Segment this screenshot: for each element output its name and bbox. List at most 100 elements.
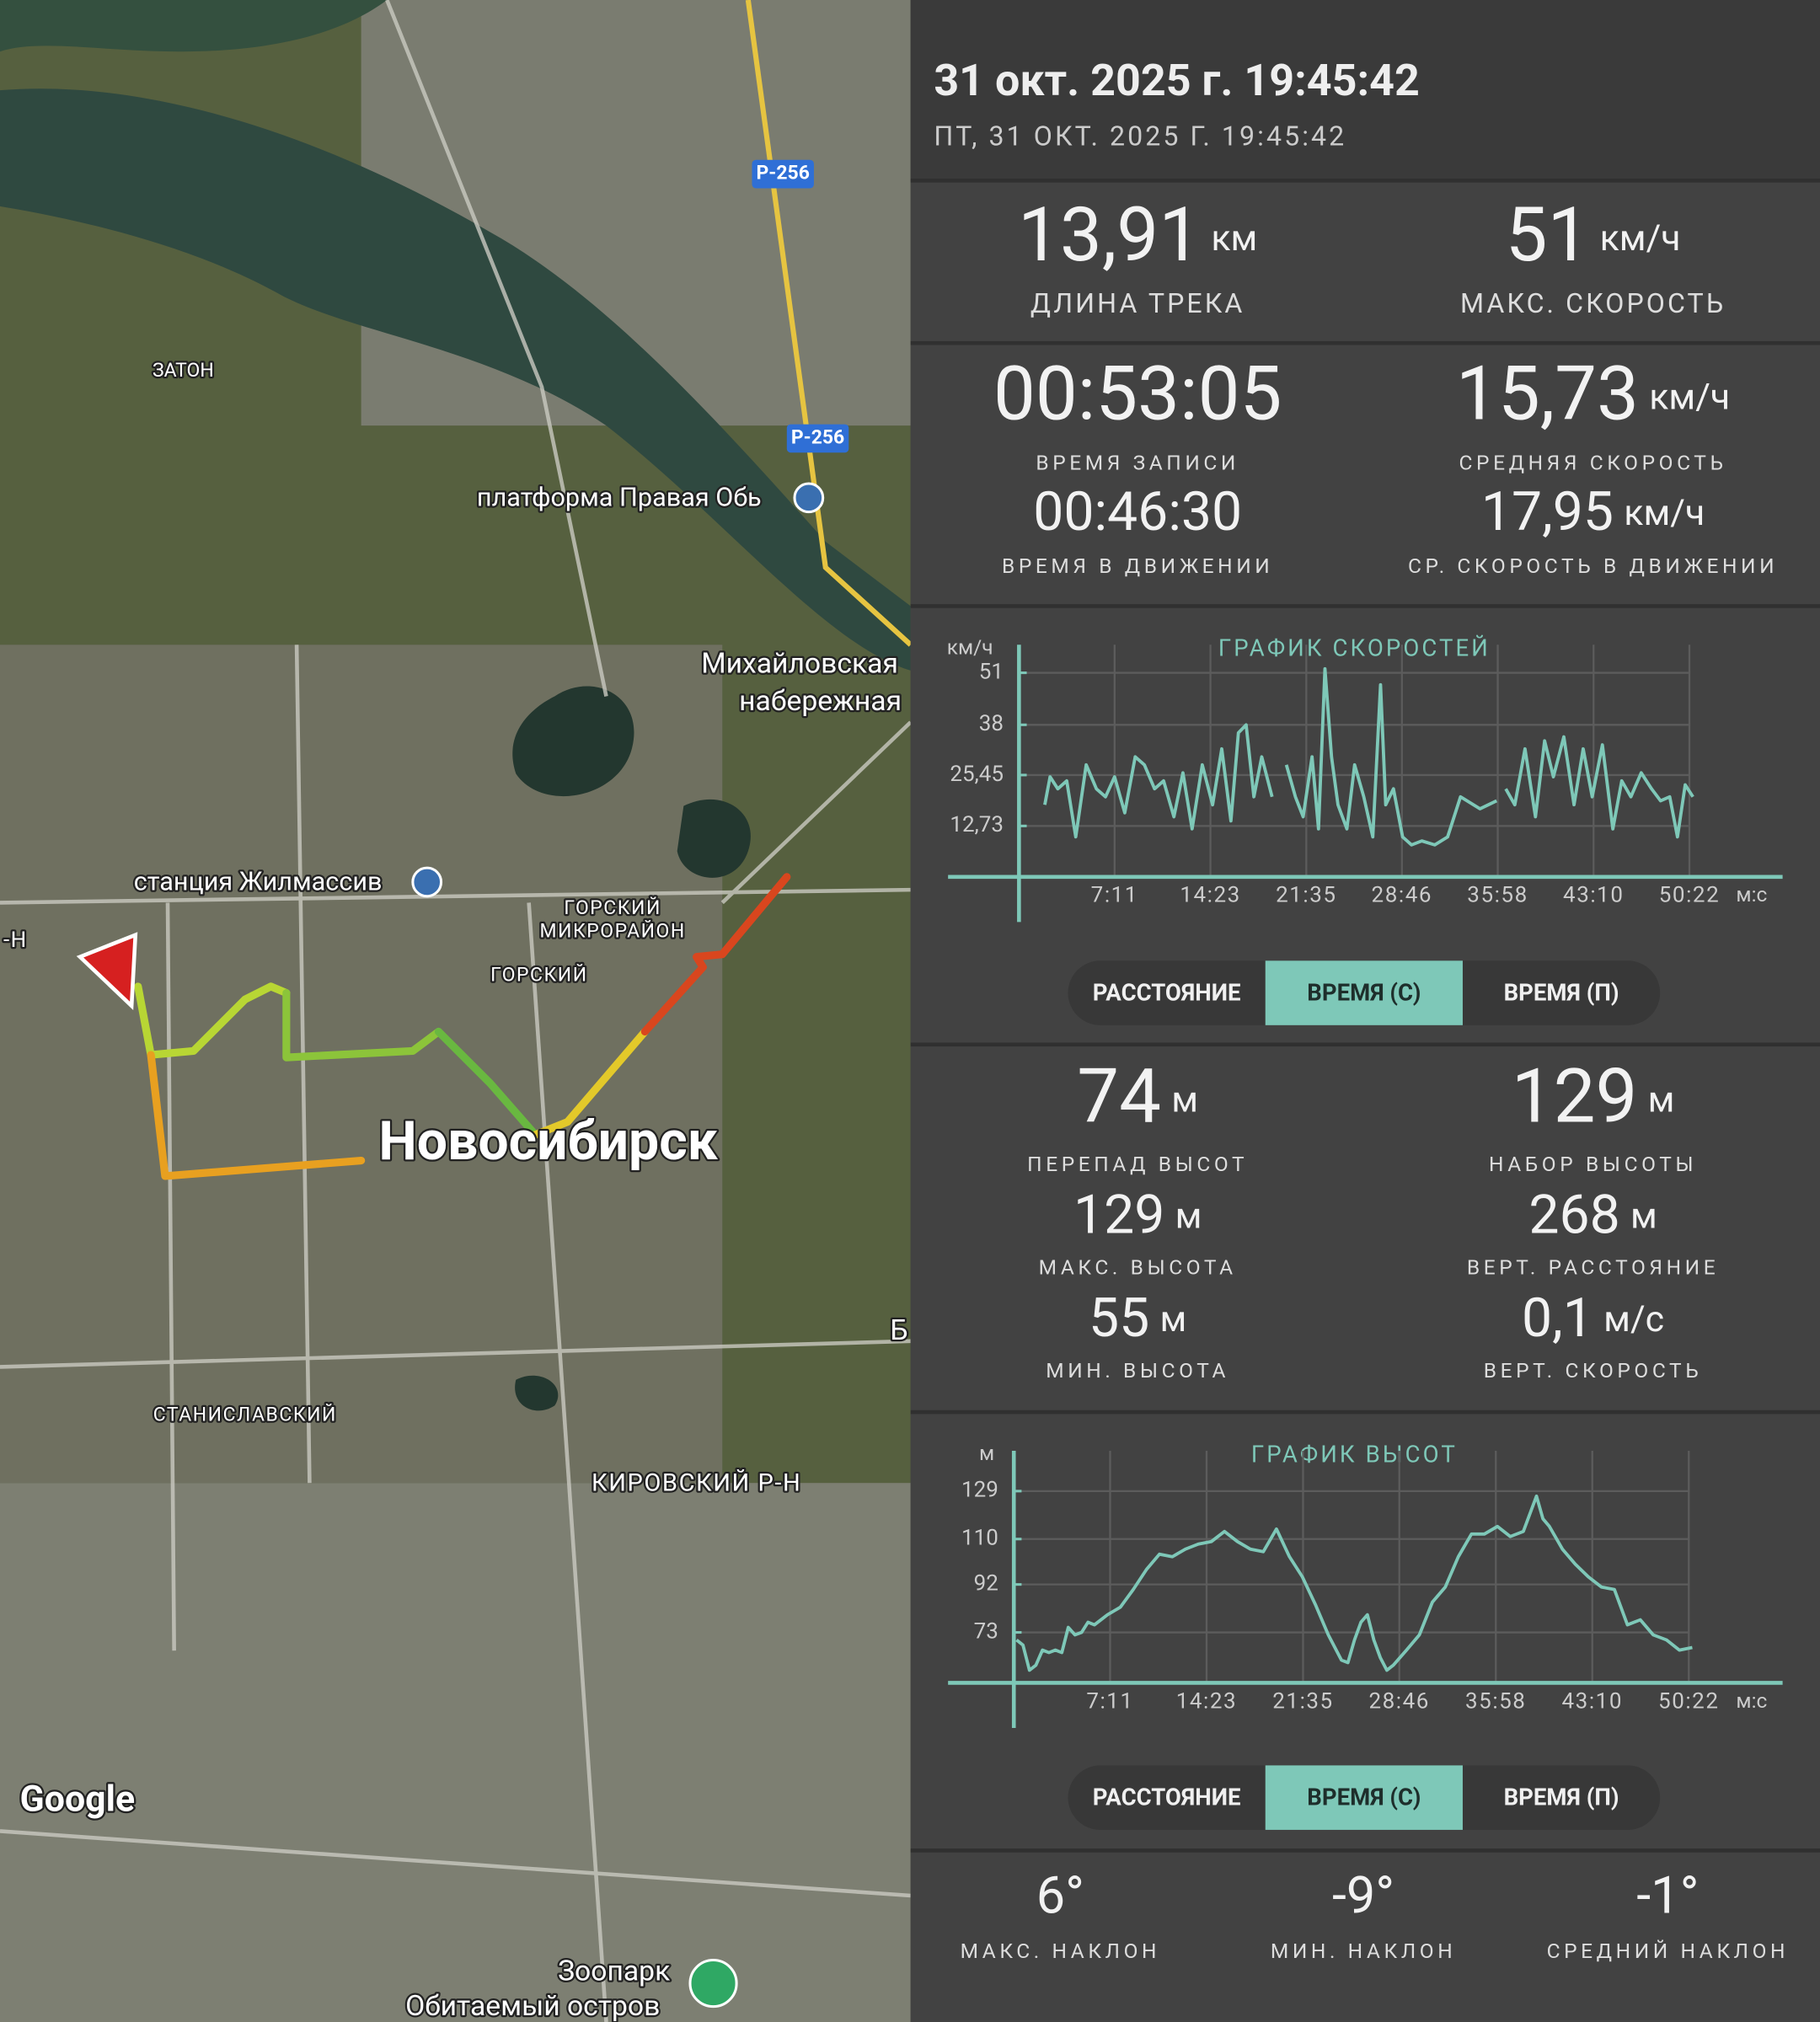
stat-unit: м: [1175, 1196, 1202, 1238]
stat-label: СР. СКОРОСТЬ В ДВИЖЕНИИ: [1408, 554, 1778, 578]
stat-number: 129: [1073, 1182, 1164, 1246]
map-label: Обитаемый остров: [405, 1990, 660, 2022]
toggle-option[interactable]: РАССТОЯНИЕ: [1093, 1783, 1241, 1811]
stat-unit: м: [1648, 1079, 1675, 1121]
stat-number: 00:53:05: [993, 350, 1282, 438]
stat-unit: м/с: [1603, 1298, 1664, 1340]
stat-value: -1°: [1636, 1865, 1699, 1926]
stat-number: 15,73: [1456, 350, 1639, 438]
x-tick-label: 43:10: [1562, 1688, 1623, 1714]
y-tick-label: 73: [974, 1618, 998, 1644]
map-label: Зоопарк: [558, 1955, 670, 1988]
stat-label: МАКС. НАКЛОН: [961, 1939, 1161, 1963]
header-title: 31 окт. 2025 г. 19:45:42: [934, 55, 1420, 106]
x-tick-label: 28:46: [1369, 1688, 1430, 1714]
x-axis-label: м:с: [1736, 882, 1767, 907]
x-axis-label: м:с: [1736, 1688, 1767, 1713]
header-subtitle: ПТ, 31 ОКТ. 2025 Г. 19:45:42: [934, 120, 1346, 152]
x-tick-label: 7:11: [1091, 883, 1138, 908]
stat-value: 51 км/ч: [1506, 192, 1681, 280]
map-label: Google: [20, 1779, 136, 1821]
toggle-selected: [1265, 1765, 1463, 1830]
map-label: -Н: [3, 928, 28, 953]
map-label: КИРОВСКИЙ Р-Н: [592, 1468, 801, 1497]
stat-label: ПЕРЕПАД ВЫСОТ: [1027, 1152, 1248, 1176]
stat-number: 00:46:30: [1033, 479, 1242, 543]
x-tick-label: 28:46: [1372, 883, 1432, 908]
stat-value: 129 м: [1073, 1182, 1202, 1246]
map[interactable]: ЗАТОН Р-256 Р-256 платформа Правая Обь Михай…: [0, 0, 911, 2022]
x-tick-label: 21:35: [1272, 1688, 1333, 1714]
stat-unit: м: [1630, 1196, 1657, 1238]
stat-value: 129 м: [1512, 1053, 1675, 1141]
map-label: Р-256: [757, 162, 810, 185]
toggle-option[interactable]: ВРЕМЯ (П): [1504, 1783, 1619, 1811]
y-tick-label: 110: [961, 1526, 998, 1551]
stat-value: 15,73 км/ч: [1456, 350, 1730, 438]
stat-unit: км/ч: [1600, 218, 1681, 260]
chart-title: ГРАФИК СКОРОСТЕЙ: [1218, 634, 1491, 662]
panel: 31 окт. 2025 г. 19:45:42 ПТ, 31 ОКТ. 202…: [910, 0, 1820, 2022]
map-label: станция Жилмассив: [134, 868, 383, 897]
stat-unit: м: [1171, 1079, 1198, 1121]
stat-number: 6°: [1036, 1865, 1084, 1926]
stat-number: 17,95: [1481, 479, 1614, 543]
y-tick-label: 129: [961, 1478, 998, 1503]
stat-label: СРЕДНЯЯ СКОРОСТЬ: [1459, 450, 1727, 474]
series-line: [1015, 1494, 1693, 1672]
stat-label: МИН. ВЫСОТА: [1046, 1358, 1229, 1383]
stat-number: 129: [1512, 1053, 1638, 1141]
stat-label: ВЕРТ. РАССТОЯНИЕ: [1467, 1255, 1719, 1280]
x-tick-label: 43:10: [1563, 883, 1624, 908]
map-label: Новосибирск: [378, 1109, 718, 1173]
stat-value: 13,91 км: [1018, 192, 1257, 280]
x-tick-label: 35:58: [1465, 1688, 1526, 1714]
map-label: МИКРОРАЙОН: [540, 920, 686, 943]
toggle-option[interactable]: РАССТОЯНИЕ: [1093, 978, 1241, 1006]
x-tick-label: 14:23: [1180, 883, 1240, 908]
stat-number: 13,91: [1018, 192, 1201, 280]
stat-value: 74 м: [1077, 1053, 1198, 1141]
map-label: платформа Правая Обь: [477, 483, 762, 512]
chart-title: ГРАФИК ВЫСОТ: [1251, 1440, 1458, 1468]
stat-unit: км: [1211, 218, 1257, 260]
stat-number: -1°: [1636, 1865, 1699, 1926]
series-line: [1043, 666, 1694, 847]
y-tick-label: 51: [979, 659, 1004, 684]
x-tick-label: 50:22: [1659, 883, 1720, 908]
stat-value: -9°: [1332, 1865, 1394, 1926]
y-axis-label: км/ч: [947, 634, 993, 659]
map-label: СТАНИСЛАВСКИЙ: [153, 1404, 337, 1426]
stat-number: 268: [1528, 1182, 1619, 1246]
x-tick-label: 21:35: [1276, 883, 1336, 908]
y-tick-label: 12,73: [950, 812, 1004, 837]
stat-number: 51: [1506, 192, 1590, 280]
stat-label: ВРЕМЯ В ДВИЖЕНИИ: [1002, 554, 1273, 578]
stat-label: НАБОР ВЫСОТЫ: [1489, 1152, 1697, 1176]
stat-value: 55 м: [1089, 1286, 1186, 1350]
stat-label: МИН. НАКЛОН: [1271, 1939, 1456, 1963]
map-label: ГОРСКИЙ: [564, 896, 661, 919]
stat-value: 17,95 км/ч: [1481, 479, 1705, 543]
stat-label: ДЛИНА ТРЕКА: [1030, 287, 1245, 319]
toggle-option[interactable]: ВРЕМЯ (С): [1307, 1783, 1421, 1811]
y-tick-label: 92: [974, 1571, 998, 1597]
stat-value: 00:53:05: [993, 350, 1282, 438]
stat-label: ВЕРТ. СКОРОСТЬ: [1484, 1358, 1703, 1383]
toggle-option[interactable]: ВРЕМЯ (С): [1307, 978, 1421, 1006]
stat-label: ВРЕМЯ ЗАПИСИ: [1036, 450, 1239, 474]
x-tick-label: 50:22: [1658, 1688, 1719, 1714]
stat-value: 268 м: [1528, 1182, 1657, 1246]
stat-value: 0,1 м/с: [1522, 1286, 1664, 1350]
toggle-option[interactable]: ВРЕМЯ (П): [1504, 978, 1619, 1006]
map-label: Б: [890, 1314, 907, 1347]
stat-value: 00:46:30: [1033, 479, 1242, 543]
stat-number: 0,1: [1522, 1286, 1593, 1350]
map-label: ЗАТОН: [153, 359, 214, 382]
x-tick-label: 35:58: [1467, 883, 1528, 908]
y-tick-label: 25,45: [950, 762, 1004, 787]
y-axis-label: м: [979, 1441, 994, 1465]
stat-unit: км/ч: [1649, 377, 1730, 419]
stat-number: 74: [1077, 1053, 1161, 1141]
stat-label: МАКС. СКОРОСТЬ: [1460, 287, 1726, 319]
